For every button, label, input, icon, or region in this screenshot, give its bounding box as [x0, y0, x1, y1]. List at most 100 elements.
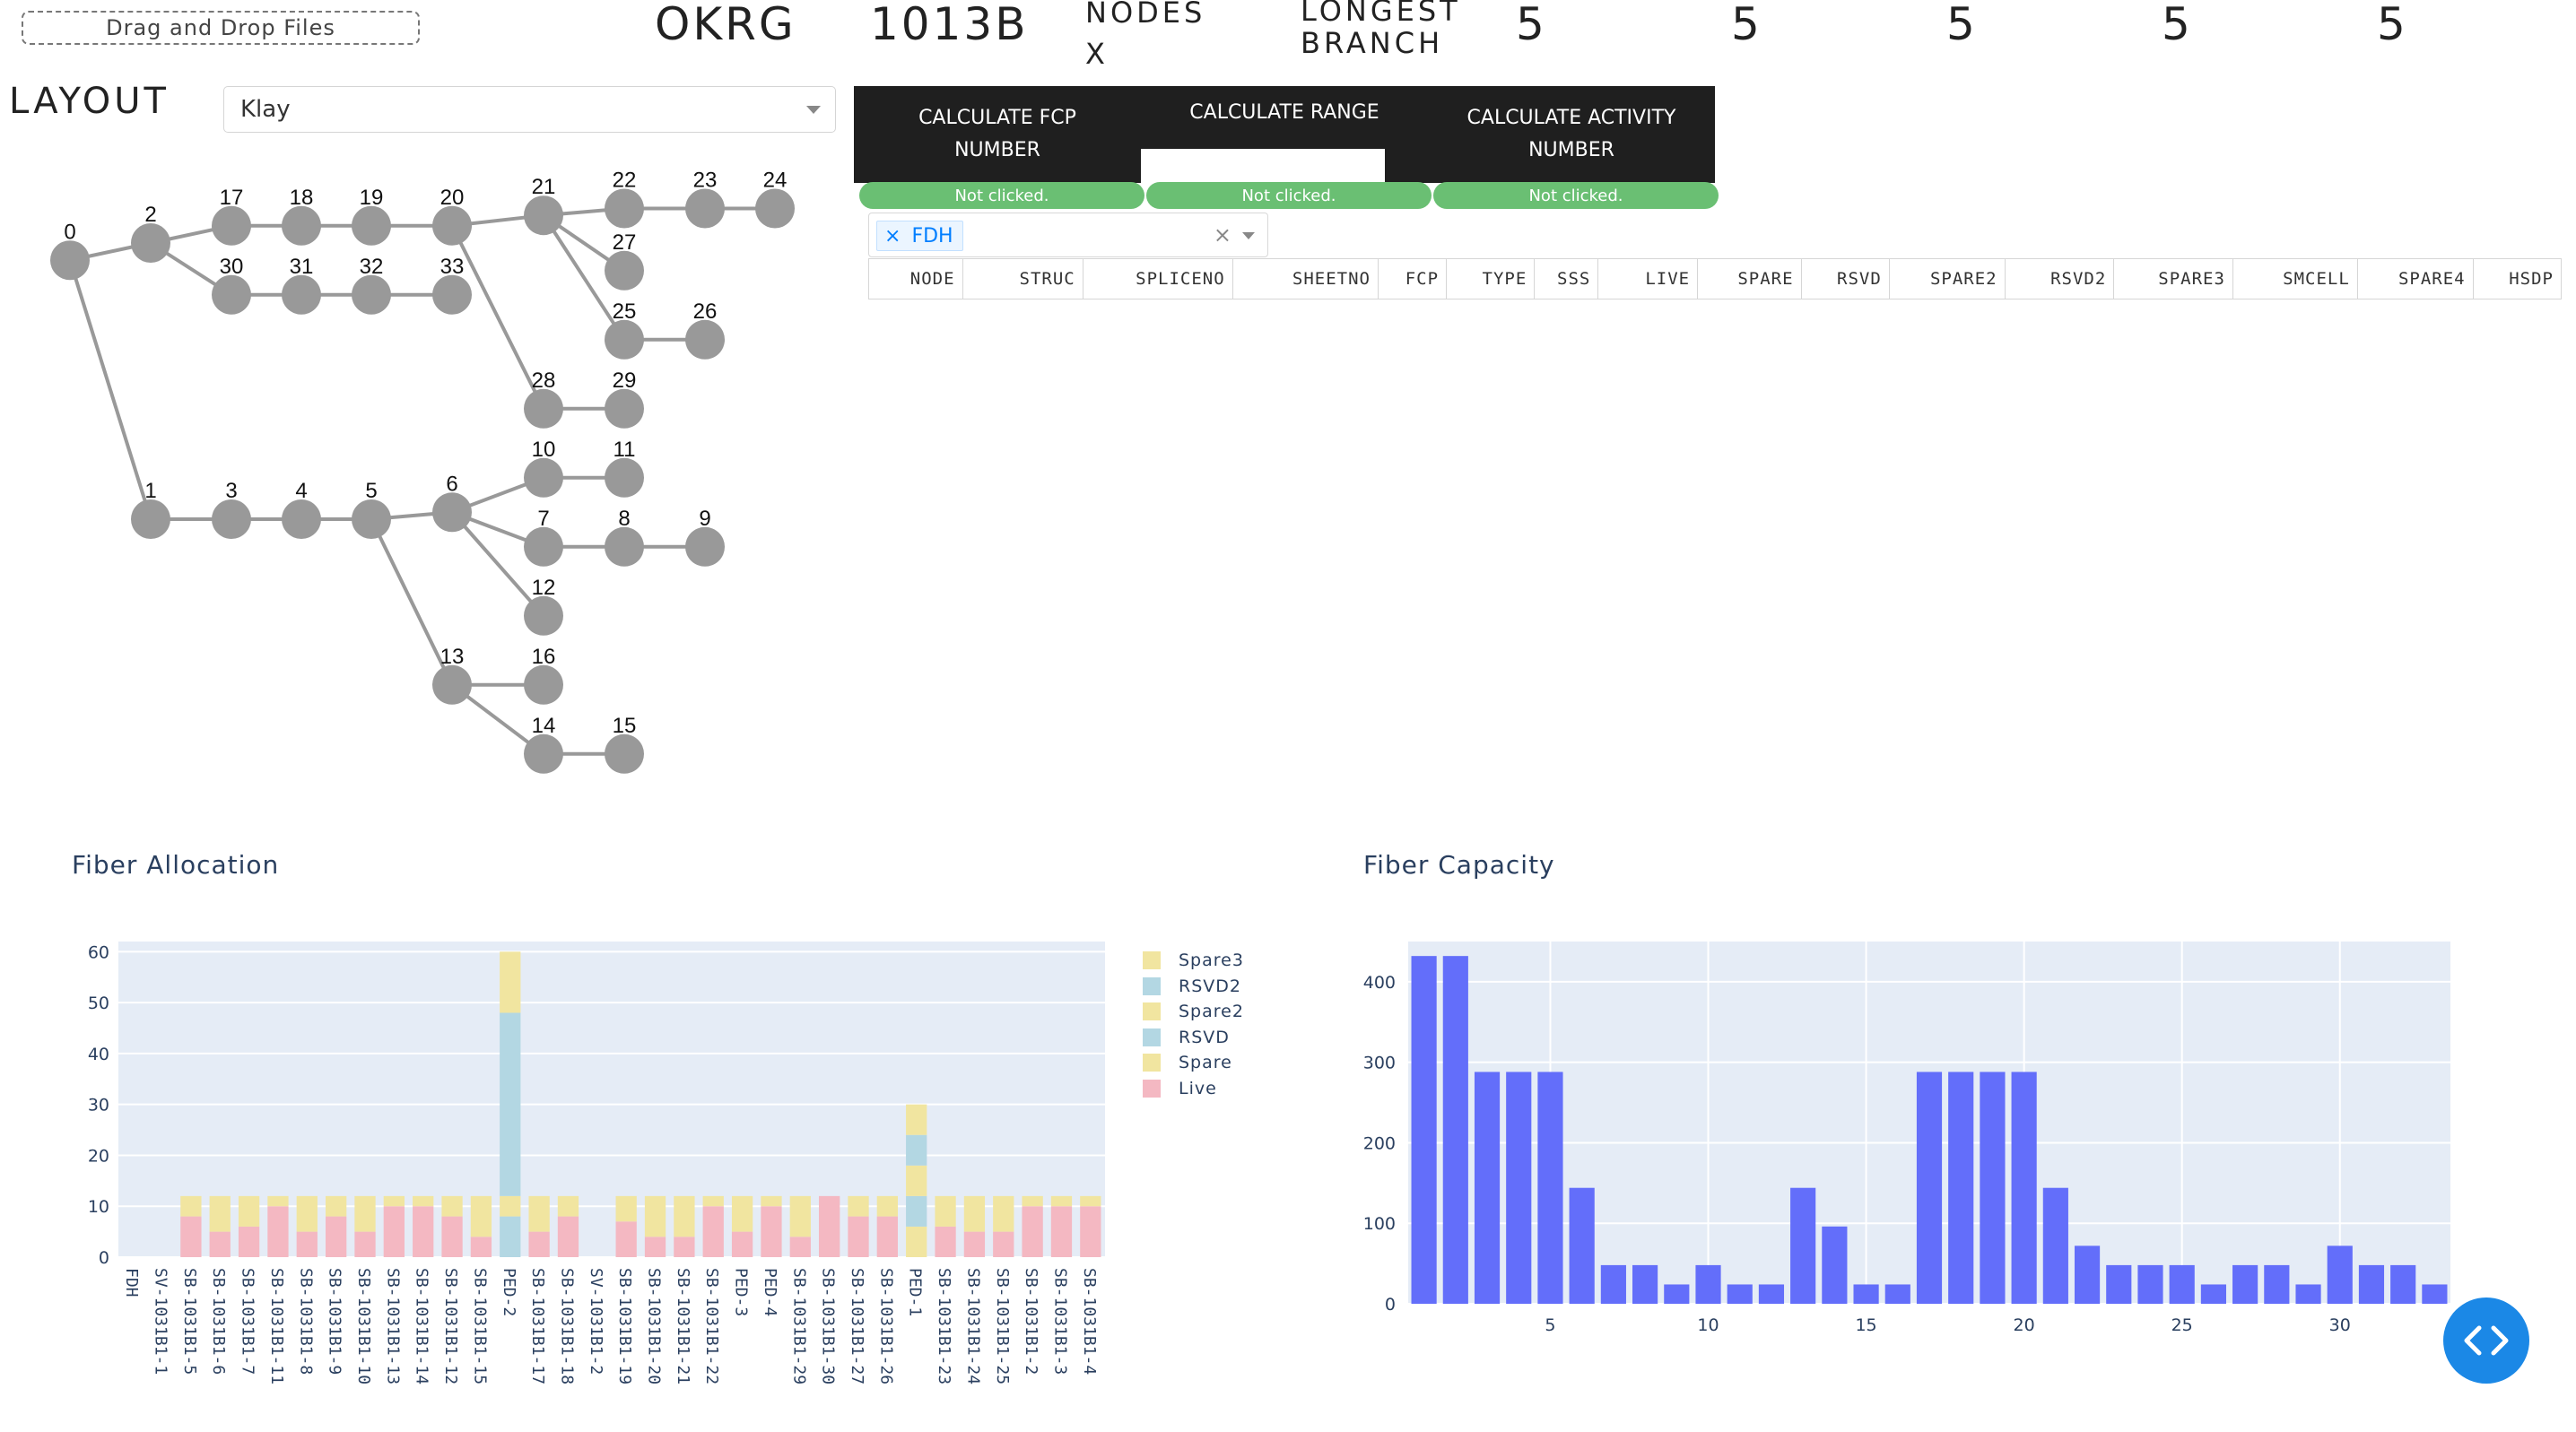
bar-rsvd2[interactable]: [500, 1012, 521, 1196]
capacity-bar[interactable]: [1948, 1072, 1974, 1304]
graph-node-16[interactable]: [524, 664, 563, 705]
bar-spare[interactable]: [876, 1195, 898, 1217]
bar-spare[interactable]: [935, 1195, 956, 1227]
capacity-bar[interactable]: [1853, 1284, 1879, 1304]
capacity-bar[interactable]: [2232, 1264, 2258, 1304]
column-header-type[interactable]: TYPE: [1446, 258, 1536, 299]
fiber-capacity-chart[interactable]: 0 100 200 300 400 5 10 15 20 25 30: [1345, 933, 2476, 1345]
bar-spare[interactable]: [644, 1195, 666, 1237]
capacity-bar[interactable]: [2295, 1284, 2321, 1304]
bar-spare[interactable]: [906, 1226, 927, 1257]
bar-rsvd[interactable]: [906, 1195, 927, 1227]
fiber-allocation-chart[interactable]: 0 10 20 30 40 50 60 FDH SV-1031B1-1 SB-1031B1-5 SB…: [54, 933, 1112, 1399]
column-header-hsdp[interactable]: HSDP: [2472, 258, 2563, 299]
bar-live[interactable]: [644, 1237, 666, 1257]
graph-node-13[interactable]: [432, 664, 472, 705]
graph-node-24[interactable]: [755, 188, 795, 229]
bar-spare[interactable]: [615, 1195, 637, 1222]
bar-live[interactable]: [1022, 1206, 1043, 1257]
graph-node-21[interactable]: [524, 195, 563, 236]
column-header-spare3[interactable]: SPARE3: [2113, 258, 2233, 299]
bar-spare[interactable]: [326, 1195, 347, 1217]
bar-spare[interactable]: [180, 1195, 202, 1217]
bar-spare[interactable]: [441, 1195, 463, 1217]
graph-node-33[interactable]: [432, 274, 472, 315]
range-input[interactable]: [1141, 149, 1385, 183]
legend-item-spare[interactable]: Spare: [1143, 1053, 1232, 1072]
bar-spare[interactable]: [789, 1195, 811, 1237]
capacity-bar[interactable]: [1537, 1072, 1563, 1304]
bar-live[interactable]: [557, 1216, 579, 1257]
bar-spare[interactable]: [470, 1195, 492, 1237]
bar-live[interactable]: [761, 1206, 782, 1257]
graph-node-26[interactable]: [685, 319, 725, 360]
graph-node-6[interactable]: [432, 492, 472, 533]
bar-spare[interactable]: [354, 1195, 376, 1232]
bar-live[interactable]: [819, 1195, 840, 1257]
column-header-rsvd[interactable]: RSVD: [1800, 258, 1890, 299]
column-header-spliceno[interactable]: SPLICENO: [1082, 258, 1233, 299]
bar-live[interactable]: [296, 1231, 318, 1257]
graph-node-7[interactable]: [524, 526, 563, 567]
bar-spare[interactable]: [528, 1195, 550, 1232]
bar-live[interactable]: [876, 1216, 898, 1257]
graph-node-27[interactable]: [605, 250, 644, 291]
graph-node-2[interactable]: [131, 223, 170, 263]
graph-node-3[interactable]: [212, 499, 251, 539]
calculate-range-button[interactable]: CALCULATE RANGE: [1189, 101, 1379, 124]
capacity-bar[interactable]: [1758, 1284, 1785, 1304]
bar-live[interactable]: [848, 1216, 869, 1257]
graph-node-25[interactable]: [605, 319, 644, 360]
capacity-bar[interactable]: [1980, 1072, 2006, 1304]
column-header-struc[interactable]: STRUC: [962, 258, 1083, 299]
column-header-rsvd2[interactable]: RSVD2: [2004, 258, 2115, 299]
graph-node-28[interactable]: [524, 388, 563, 429]
capacity-bar[interactable]: [1411, 956, 1437, 1304]
bar-live[interactable]: [702, 1206, 724, 1257]
bar-spare[interactable]: [557, 1195, 579, 1217]
graph-node-18[interactable]: [282, 205, 321, 246]
bar-spare[interactable]: [1080, 1195, 1101, 1207]
bar-live[interactable]: [238, 1226, 260, 1257]
graph-node-11[interactable]: [605, 457, 644, 498]
graph-node-1[interactable]: [131, 499, 170, 539]
legend-item-live[interactable]: Live: [1143, 1079, 1217, 1098]
capacity-bar[interactable]: [2264, 1264, 2290, 1304]
bar-spare[interactable]: [993, 1195, 1014, 1232]
file-upload-dropzone[interactable]: Drag and Drop Files: [22, 11, 420, 45]
graph-node-19[interactable]: [352, 205, 391, 246]
bar-rsvd[interactable]: [500, 1216, 521, 1257]
calculate-fcp-button[interactable]: CALCULATE FCP NUMBER: [918, 107, 1076, 161]
bar-live[interactable]: [528, 1231, 550, 1257]
column-header-live[interactable]: LIVE: [1597, 258, 1699, 299]
legend-item-spare3[interactable]: Spare3: [1143, 950, 1244, 970]
capacity-bar[interactable]: [1822, 1226, 1848, 1304]
graph-node-14[interactable]: [524, 733, 563, 774]
bar-live[interactable]: [180, 1216, 202, 1257]
bar-spare[interactable]: [963, 1195, 986, 1232]
legend-item-rsvd2[interactable]: RSVD2: [1143, 976, 1241, 996]
capacity-bar[interactable]: [2200, 1284, 2226, 1304]
capacity-bar[interactable]: [2422, 1284, 2448, 1304]
graph-node-23[interactable]: [685, 188, 725, 229]
bar-live[interactable]: [326, 1216, 347, 1257]
column-header-sss[interactable]: SSS: [1534, 258, 1599, 299]
graph-node-10[interactable]: [524, 457, 563, 498]
capacity-bar[interactable]: [2074, 1245, 2101, 1304]
bar-spare[interactable]: [296, 1195, 318, 1232]
bar-live[interactable]: [615, 1221, 637, 1257]
node-filter-select[interactable]: × FDH ×: [868, 213, 1268, 257]
graph-node-29[interactable]: [605, 388, 644, 429]
bar-live[interactable]: [267, 1206, 289, 1257]
graph-node-0[interactable]: [50, 240, 90, 281]
capacity-bar[interactable]: [1442, 956, 1468, 1304]
graph-node-31[interactable]: [282, 274, 321, 315]
bar-spare[interactable]: [702, 1195, 724, 1207]
column-header-node[interactable]: NODE: [868, 258, 963, 299]
bar-spare3[interactable]: [906, 1104, 927, 1135]
bar-spare[interactable]: [731, 1195, 753, 1232]
bar-live[interactable]: [383, 1206, 405, 1257]
bar-spare[interactable]: [383, 1195, 405, 1207]
bar-spare[interactable]: [238, 1195, 260, 1227]
